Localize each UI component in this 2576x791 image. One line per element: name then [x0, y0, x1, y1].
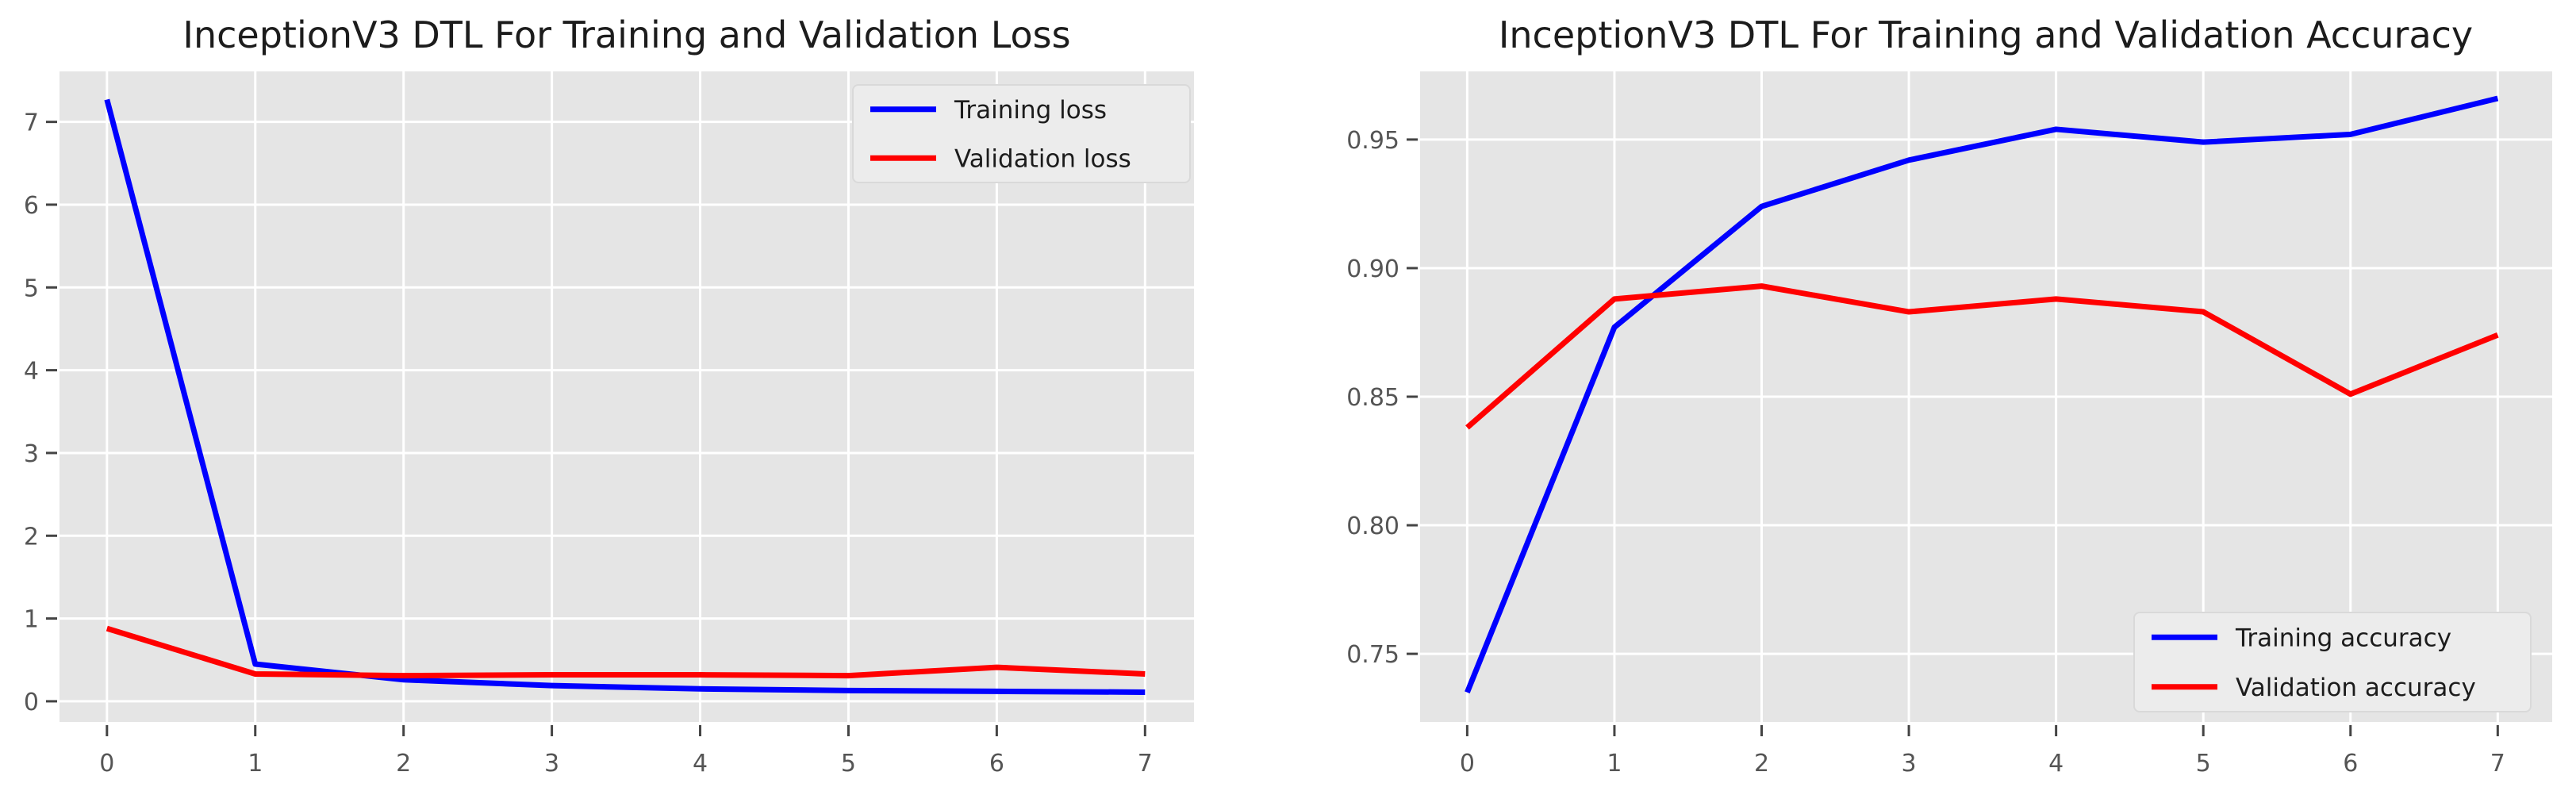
legend-label: Training accuracy	[2235, 624, 2451, 652]
x-tick-label: 6	[989, 750, 1004, 778]
x-tick-label: 0	[1460, 750, 1475, 778]
y-tick-label: 0.90	[1346, 255, 1399, 283]
series-line-training-accuracy	[1465, 95, 2499, 694]
y-tick-label: 5	[24, 275, 39, 302]
x-tick-label: 5	[2196, 750, 2211, 778]
x-tick-label: 2	[1754, 750, 1769, 778]
x-tick-label: 3	[1902, 750, 1917, 778]
legend: Training accuracy Validation accuracy	[2133, 612, 2532, 712]
series-line-validation-accuracy	[1465, 283, 2499, 430]
x-tick-label: 0	[99, 750, 114, 778]
x-tick-label: 7	[1138, 750, 1153, 778]
accuracy-chart-title: InceptionV3 DTL For Training and Validat…	[1499, 13, 2473, 56]
x-tick-label: 7	[2490, 750, 2505, 778]
legend-label: Validation loss	[954, 144, 1131, 173]
y-tick-label: 2	[24, 523, 39, 551]
y-tick-label: 0.80	[1346, 513, 1399, 540]
accuracy-chart: InceptionV3 DTL For Training and Validat…	[1346, 13, 2552, 778]
y-tick-label: 0.95	[1346, 127, 1399, 155]
y-tick-label: 3	[24, 440, 39, 468]
series-line-validation-loss	[106, 625, 1146, 679]
x-tick-label: 1	[1607, 750, 1622, 778]
y-tick-label: 7	[24, 109, 39, 137]
x-tick-label: 2	[396, 750, 411, 778]
x-tick-label: 1	[248, 750, 263, 778]
series-line-training-loss	[104, 98, 1146, 695]
x-tick-label: 4	[2048, 750, 2063, 778]
x-tick-label: 3	[544, 750, 559, 778]
y-tick-label: 4	[24, 358, 39, 386]
x-tick-label: 6	[2343, 750, 2358, 778]
y-tick-label: 0.85	[1346, 384, 1399, 412]
legend-label: Validation accuracy	[2236, 674, 2476, 702]
y-tick-label: 0.75	[1346, 641, 1399, 669]
legend-box	[2133, 612, 2532, 712]
loss-chart: InceptionV3 DTL For Training and Validat…	[24, 13, 1194, 778]
x-tick-label: 4	[693, 750, 708, 778]
legend-box	[852, 84, 1191, 183]
x-tick-label: 5	[841, 750, 856, 778]
legend: Training loss Validation loss	[852, 84, 1191, 183]
y-tick-label: 1	[24, 606, 39, 634]
y-tick-label: 0	[24, 689, 39, 716]
y-tick-label: 6	[24, 192, 39, 220]
loss-chart-title: InceptionV3 DTL For Training and Validat…	[182, 13, 1070, 56]
legend-label: Training loss	[954, 96, 1107, 125]
